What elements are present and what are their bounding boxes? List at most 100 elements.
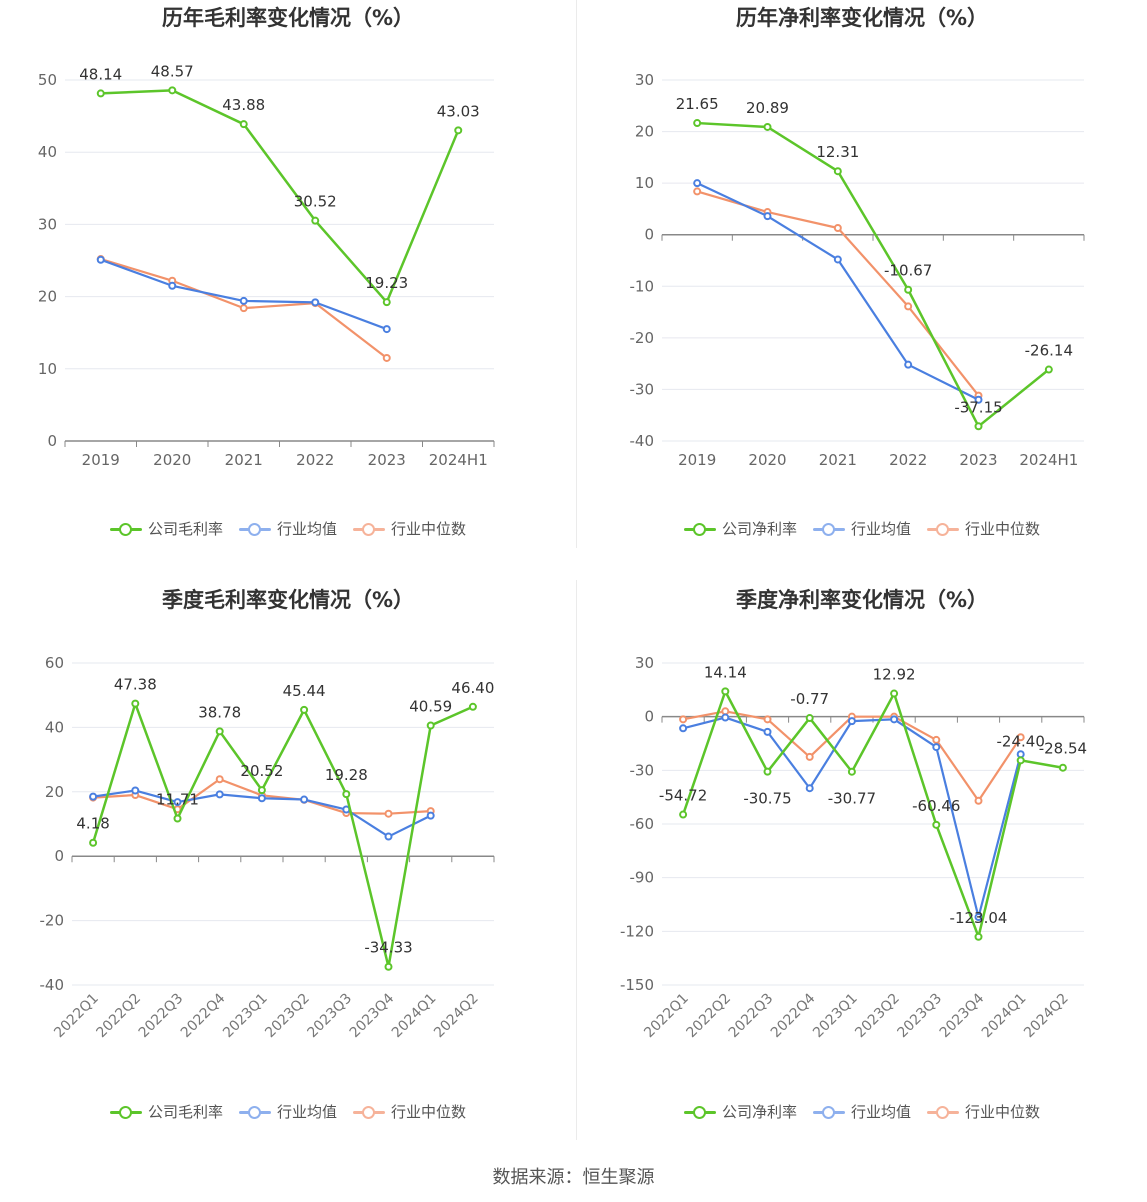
x-tick-label: 2024Q2 — [431, 991, 482, 1042]
x-tick-label: 2022Q1 — [51, 991, 102, 1042]
y-tick-label: 40 — [38, 143, 57, 161]
series-point-1 — [382, 325, 391, 334]
legend-item-industry-avg[interactable]: 行业均值 — [238, 1101, 337, 1122]
chart-legend: 公司净利率 行业均值 行业中位数 — [577, 1101, 1147, 1122]
series-point-0 — [173, 814, 182, 823]
data-label: 30.52 — [294, 193, 337, 211]
series-point-2 — [721, 707, 730, 716]
x-tick-label: 2023Q1 — [810, 991, 861, 1042]
data-label: 11.71 — [156, 790, 199, 808]
y-tick-label: -60 — [630, 815, 655, 833]
series-point-1 — [131, 786, 140, 795]
series-point-2 — [1016, 733, 1025, 742]
legend-label: 行业均值 — [850, 1103, 911, 1121]
series-point-1 — [384, 832, 393, 841]
x-tick-label: 2021 — [819, 451, 857, 469]
chart-plot: 0 10 20 30 40 50 2019 2020 2021 2022 2023 2024H1 48.… — [38, 62, 495, 469]
series-line-2 — [696, 190, 980, 397]
legend-item-industry-avg[interactable]: 行业均值 — [238, 518, 337, 539]
series-point-1 — [805, 784, 814, 793]
legend-label: 公司净利率 — [721, 520, 797, 538]
x-tick-label: 2022Q1 — [641, 991, 692, 1042]
series-point-0 — [904, 285, 913, 294]
series-point-0 — [1016, 756, 1025, 765]
legend-item-industry-avg[interactable]: 行业均值 — [812, 518, 911, 539]
x-tick-label: 2022Q3 — [726, 991, 777, 1042]
chart-plot: -40-2002040602022Q12022Q22022Q32022Q4202… — [40, 654, 495, 1042]
x-tick-label: 2024Q1 — [979, 991, 1030, 1042]
series-point-1 — [311, 298, 320, 307]
chart-title: 历年净利率变化情况（%） — [735, 6, 989, 30]
series-point-2 — [382, 353, 391, 362]
series-point-1 — [763, 727, 772, 736]
legend-label: 行业均值 — [850, 520, 911, 538]
series-point-0 — [384, 962, 393, 971]
y-tick-label: 60 — [45, 654, 64, 672]
chart-title: 季度毛利率变化情况（%） — [161, 588, 415, 612]
data-label: -34.33 — [364, 939, 412, 957]
x-tick-label: 2022 — [296, 451, 334, 469]
legend-item-company[interactable]: 公司净利率 — [683, 1101, 797, 1122]
x-tick-label: 2023 — [368, 451, 406, 469]
data-label: 12.31 — [816, 143, 859, 161]
y-tick-label: -40 — [630, 432, 655, 450]
y-tick-label: 10 — [38, 360, 57, 378]
series-point-1 — [239, 296, 248, 305]
series-point-0 — [257, 786, 266, 795]
data-label: 48.14 — [79, 65, 122, 83]
legend-label: 行业中位数 — [391, 520, 467, 538]
data-label: 38.78 — [198, 703, 241, 721]
series-point-2 — [679, 715, 688, 724]
data-label: -26.14 — [1025, 342, 1073, 360]
data-label: -30.77 — [828, 790, 876, 808]
legend-marker-icon — [109, 1104, 142, 1120]
series-point-0 — [693, 119, 702, 128]
data-label: 20.52 — [240, 762, 283, 780]
quarterly-net-margin-chart: 季度净利率变化情况（%） -150 -120 -90 -60 -30 0 30 2022Q1 2… — [577, 582, 1147, 1142]
x-tick-label: 2022Q2 — [684, 991, 735, 1042]
data-label: 19.23 — [365, 274, 408, 292]
x-tick-label: 2021 — [225, 451, 263, 469]
panel-divider — [576, 580, 577, 1140]
legend-item-company[interactable]: 公司净利率 — [683, 518, 797, 539]
series-point-1 — [679, 724, 688, 733]
y-tick-label: -20 — [630, 329, 655, 347]
series-line-0 — [91, 702, 474, 968]
x-tick-label: 2024H1 — [429, 451, 488, 469]
series-point-0 — [890, 689, 899, 698]
legend-marker-icon — [683, 521, 716, 537]
legend-item-industry-median[interactable]: 行业中位数 — [927, 518, 1040, 539]
y-tick-label: 20 — [635, 123, 654, 141]
chart-legend: 公司净利率 行业均值 行业中位数 — [577, 518, 1147, 539]
legend-item-industry-avg[interactable]: 行业均值 — [812, 1101, 911, 1122]
y-tick-label: -90 — [630, 869, 655, 887]
x-tick-label: 2024Q2 — [1021, 991, 1072, 1042]
legend-item-company[interactable]: 公司毛利率 — [109, 1101, 223, 1122]
y-tick-label: 0 — [644, 226, 654, 244]
series-point-1 — [168, 281, 177, 290]
chart-title: 季度净利率变化情况（%） — [735, 588, 989, 612]
series-point-0 — [805, 714, 814, 723]
legend-marker-icon — [812, 521, 845, 537]
legend-item-industry-median[interactable]: 行业中位数 — [353, 518, 466, 539]
legend-item-industry-median[interactable]: 行业中位数 — [353, 1101, 466, 1122]
legend-marker-icon — [812, 1104, 845, 1120]
x-tick-label: 2023Q4 — [937, 990, 988, 1041]
legend-item-company[interactable]: 公司毛利率 — [109, 518, 223, 539]
legend-item-industry-median[interactable]: 行业中位数 — [927, 1101, 1040, 1122]
data-label: -0.77 — [790, 690, 829, 708]
y-tick-label: 20 — [38, 288, 57, 306]
legend-marker-icon — [927, 1104, 959, 1120]
x-tick-label: 2020 — [748, 451, 786, 469]
x-tick-label: 2023Q1 — [220, 991, 271, 1042]
series-point-2 — [904, 302, 913, 311]
series-point-1 — [300, 795, 309, 804]
series-point-0 — [454, 126, 463, 135]
x-tick-label: 2024Q1 — [389, 991, 440, 1042]
x-tick-label: 2019 — [678, 451, 716, 469]
series-point-1 — [890, 715, 899, 724]
chart-plot: -150-120-90-60-300302022Q12022Q22022Q320… — [620, 654, 1087, 1042]
series-point-1 — [257, 794, 266, 803]
series-line-0 — [681, 690, 1064, 939]
series-point-2 — [805, 752, 814, 761]
